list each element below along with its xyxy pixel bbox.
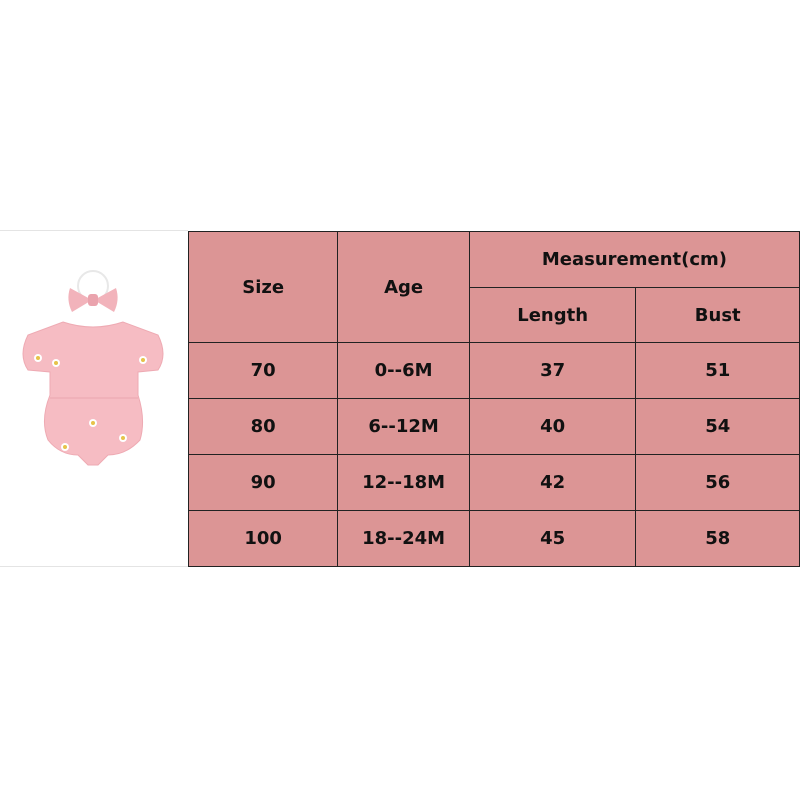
cell-length: 42 [468, 454, 637, 511]
table-row: 100 18--24M 45 58 [187, 510, 800, 567]
header-size: Size [187, 231, 339, 343]
cell-size: 70 [187, 342, 339, 399]
product-image-romper-with-headband [22, 270, 164, 466]
cell-bust: 56 [635, 454, 800, 511]
cell-bust: 51 [635, 342, 800, 399]
header-age: Age [337, 231, 470, 343]
header-length: Length [468, 287, 637, 343]
cell-length: 37 [468, 342, 637, 399]
table-row: 80 6--12M 40 54 [187, 398, 800, 455]
cell-length: 45 [468, 510, 637, 567]
cell-size: 80 [187, 398, 339, 455]
cell-age: 0--6M [337, 342, 470, 399]
cell-age: 6--12M [337, 398, 470, 455]
divider [0, 566, 188, 567]
table-row: 90 12--18M 42 56 [187, 454, 800, 511]
cell-size: 100 [187, 510, 339, 567]
cell-size: 90 [187, 454, 339, 511]
divider [0, 230, 188, 231]
size-chart-table: Size Age Measurement(cm) Length Bust 70 … [187, 231, 800, 567]
header-bust: Bust [635, 287, 800, 343]
cell-length: 40 [468, 398, 637, 455]
cell-bust: 54 [635, 398, 800, 455]
cell-bust: 58 [635, 510, 800, 567]
table-row: 70 0--6M 37 51 [187, 342, 800, 399]
bow-icon [68, 288, 118, 312]
romper [22, 321, 164, 466]
cell-age: 12--18M [337, 454, 470, 511]
cell-age: 18--24M [337, 510, 470, 567]
header-measurement: Measurement(cm) [468, 231, 800, 288]
